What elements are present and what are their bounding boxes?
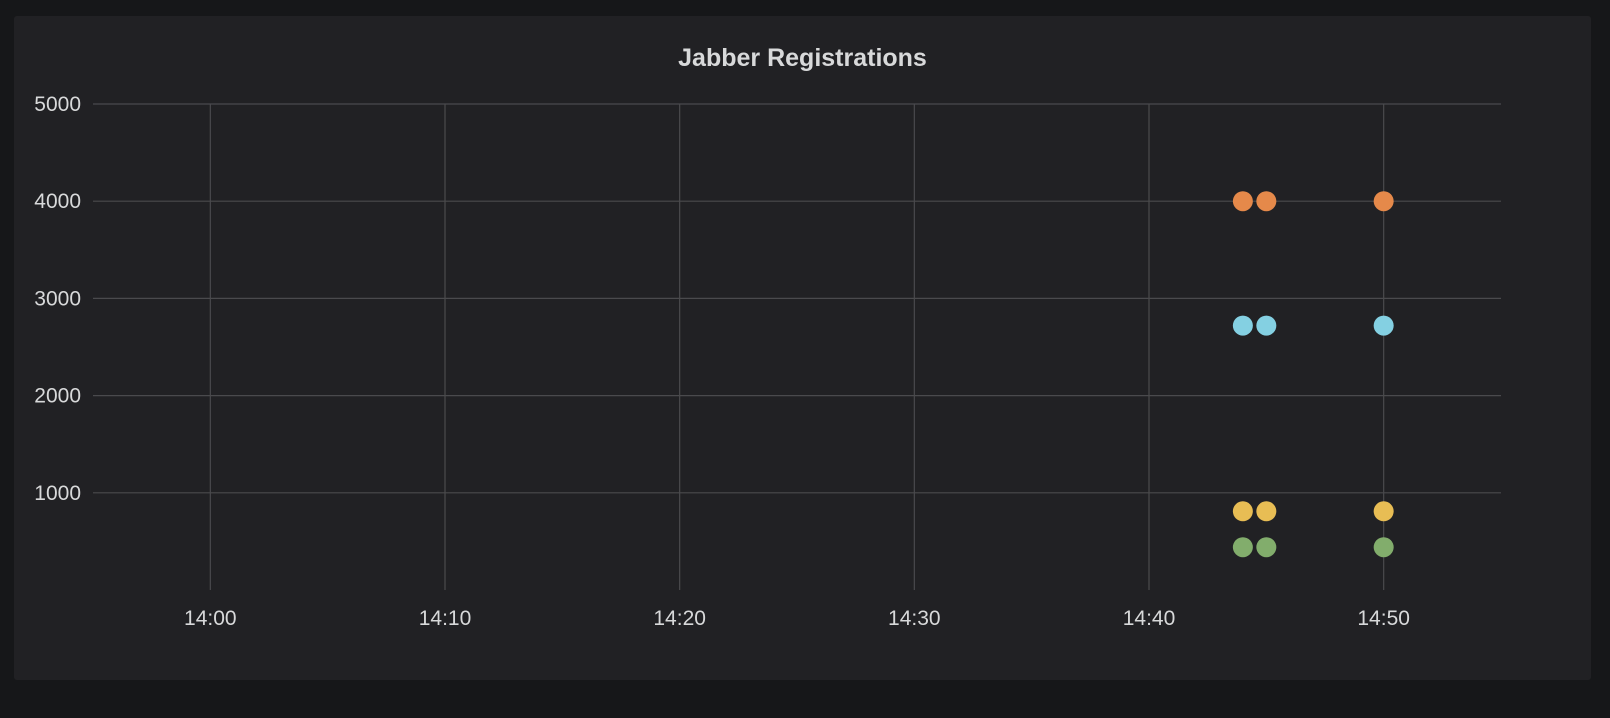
data-point[interactable] bbox=[1373, 191, 1394, 212]
data-point[interactable] bbox=[1232, 501, 1253, 522]
x-tick-label: 14:30 bbox=[888, 607, 941, 630]
x-tick-label: 14:50 bbox=[1357, 607, 1410, 630]
data-point[interactable] bbox=[1232, 191, 1253, 212]
x-tick-label: 14:40 bbox=[1123, 607, 1176, 630]
y-tick-label: 2000 bbox=[34, 385, 81, 408]
scatter-plot: 1000 2000 3000 4000 5000 14:00 14:10 14:20 14:3… bbox=[34, 93, 1501, 630]
data-point[interactable] bbox=[1256, 315, 1277, 336]
data-point[interactable] bbox=[1256, 501, 1277, 522]
data-point[interactable] bbox=[1373, 537, 1394, 558]
x-tick-label: 14:20 bbox=[653, 607, 706, 630]
data-point[interactable] bbox=[1256, 537, 1277, 558]
y-tick-label: 4000 bbox=[34, 190, 81, 213]
y-tick-label: 3000 bbox=[34, 287, 81, 310]
x-tick-label: 14:00 bbox=[184, 607, 237, 630]
data-point[interactable] bbox=[1232, 315, 1253, 336]
data-point[interactable] bbox=[1256, 191, 1277, 212]
y-tick-label: 1000 bbox=[34, 482, 81, 505]
data-point[interactable] bbox=[1373, 315, 1394, 336]
chart-title: Jabber Registrations bbox=[678, 44, 927, 72]
grid-lines bbox=[93, 103, 1501, 590]
x-axis-tick-labels: 14:00 14:10 14:20 14:30 14:40 14:50 bbox=[184, 607, 1410, 630]
data-point[interactable] bbox=[1232, 537, 1253, 558]
y-tick-label: 5000 bbox=[34, 93, 81, 116]
y-axis-tick-labels: 1000 2000 3000 4000 5000 bbox=[34, 93, 81, 505]
x-tick-label: 14:10 bbox=[419, 607, 472, 630]
data-points bbox=[1232, 191, 1394, 558]
data-point[interactable] bbox=[1373, 501, 1394, 522]
chart-panel: Jabber Registrations 1000 2000 3000 4000 500… bbox=[14, 16, 1591, 680]
